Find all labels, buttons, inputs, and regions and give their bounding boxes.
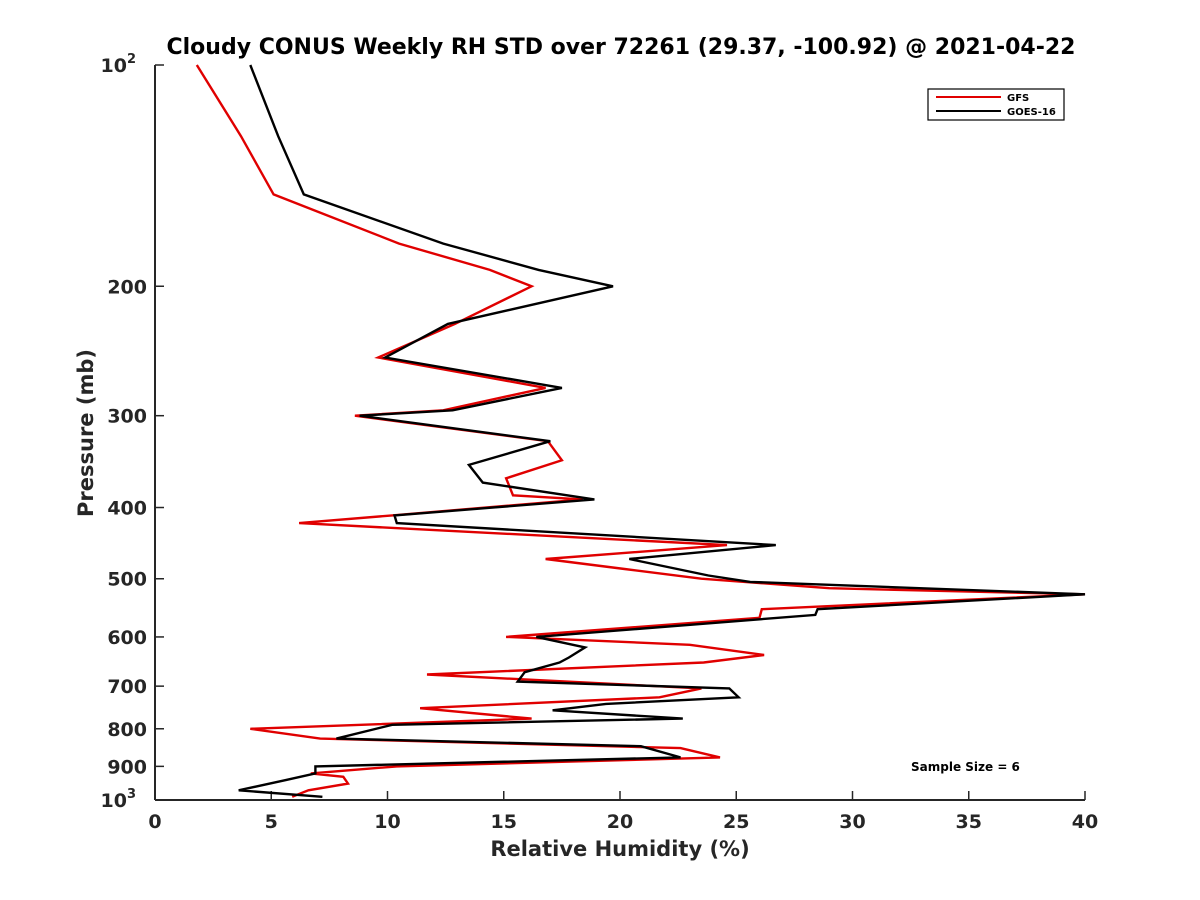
x-tick-label: 40 xyxy=(1072,811,1098,833)
x-tick-label: 0 xyxy=(148,811,161,833)
y-tick-label: 900 xyxy=(107,756,147,778)
y-tick-label: 600 xyxy=(107,627,147,649)
x-tick-label: 20 xyxy=(607,811,633,833)
series-line-goes16 xyxy=(238,64,1086,798)
x-tick-label: 25 xyxy=(723,811,749,833)
sample-size-annotation: Sample Size = 6 xyxy=(911,760,1020,774)
x-tick-label: 10 xyxy=(374,811,400,833)
y-tick-label: 200 xyxy=(107,276,147,298)
y-tick-label: 102 xyxy=(101,52,137,77)
plot-area: 0 5 10 15 20 25 30 35 40 102 200 300 400 500 600 700 80… xyxy=(101,52,1099,833)
x-tick-label: 15 xyxy=(491,811,517,833)
x-tick-label: 35 xyxy=(956,811,982,833)
y-tick-label: 103 xyxy=(101,787,137,812)
x-tick-label: 5 xyxy=(265,811,278,833)
legend-box xyxy=(927,88,1065,121)
series-layer xyxy=(195,64,1086,798)
y-tick-label: 500 xyxy=(107,569,147,591)
y-axis-label: Pressure (mb) xyxy=(74,349,98,517)
chart-title: Cloudy CONUS Weekly RH STD over 72261 (2… xyxy=(167,35,1076,60)
y-tick-label: 800 xyxy=(107,719,147,741)
y-tick-label: 700 xyxy=(107,676,147,698)
y-ticks: 102 200 300 400 500 600 700 800 900 103 xyxy=(101,52,164,812)
y-tick-label: 300 xyxy=(107,406,147,428)
x-tick-label: 30 xyxy=(839,811,865,833)
x-ticks: 0 5 10 15 20 25 30 35 40 xyxy=(148,791,1098,833)
legend-label-gfs: GFS xyxy=(1007,93,1029,104)
legend-label-goes16: GOES-16 xyxy=(1007,107,1056,118)
x-axis-label: Relative Humidity (%) xyxy=(490,837,749,861)
legend: GFS GOES-16 xyxy=(927,88,1065,121)
y-tick-label: 400 xyxy=(107,498,147,520)
series-line-gfs xyxy=(195,64,1086,798)
